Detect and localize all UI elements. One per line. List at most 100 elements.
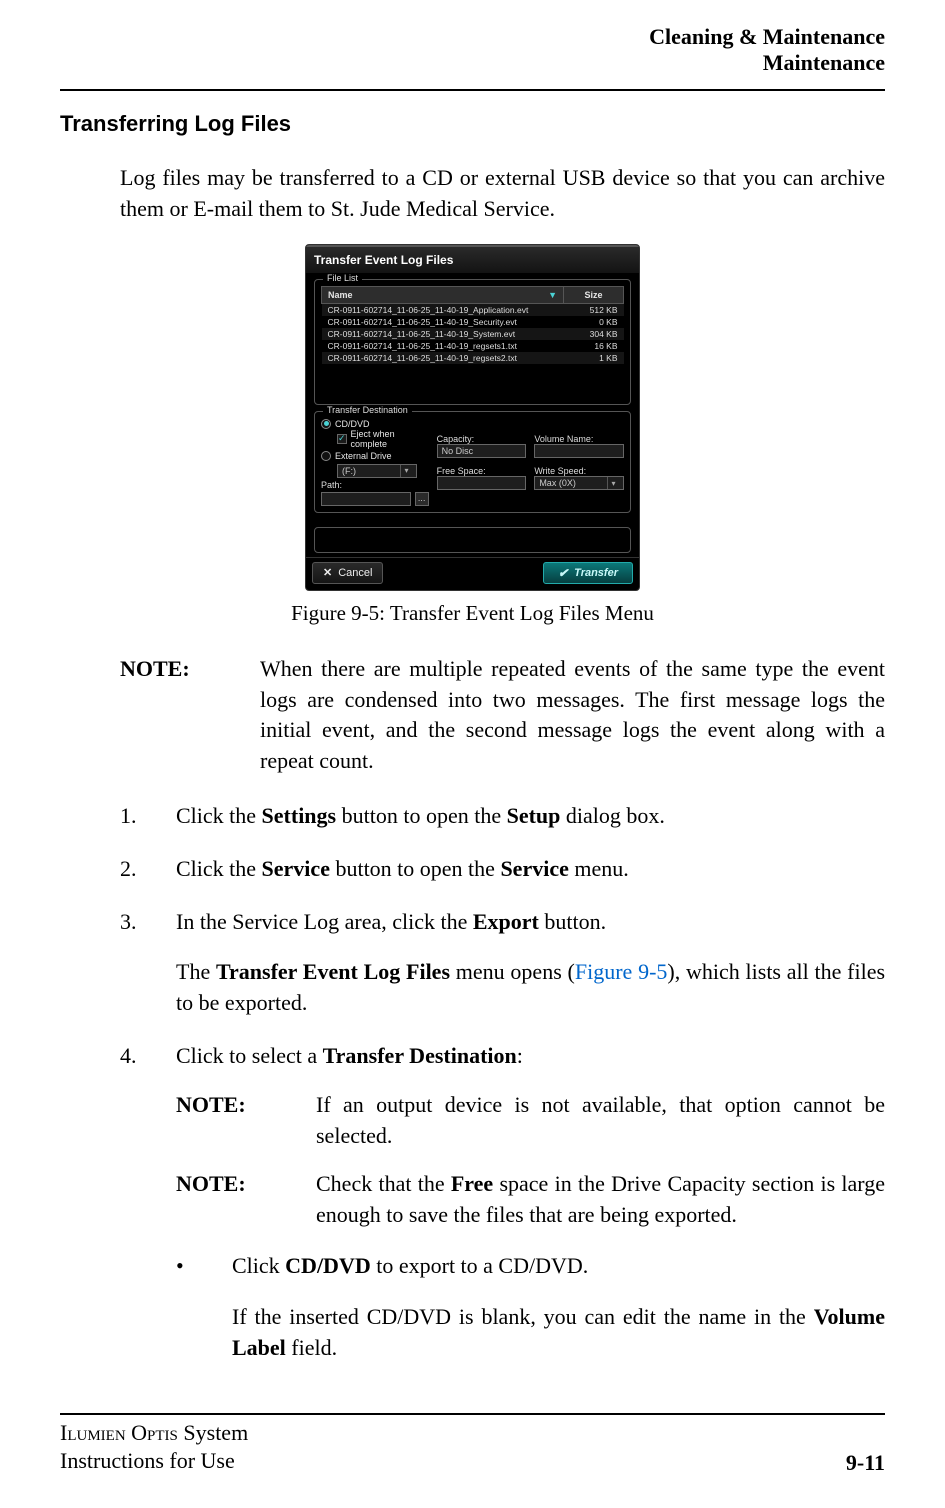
volume-name-input[interactable] (534, 444, 624, 458)
intro-paragraph: Log files may be transferred to a CD or … (60, 163, 885, 225)
write-speed-select[interactable]: Max (0X) ▾ (534, 476, 624, 490)
table-row[interactable]: CR-0911-602714_11-06-25_11-40-19_System.… (322, 328, 624, 340)
radio-cd-dvd[interactable]: CD/DVD (321, 419, 370, 429)
step-content: Click the Service button to open the Ser… (176, 854, 885, 885)
bold-text: Transfer Event Log Files (216, 959, 450, 984)
file-name: CR-0911-602714_11-06-25_11-40-19_Securit… (322, 316, 564, 328)
col-size[interactable]: Size (564, 287, 624, 304)
note-label: NOTE: (120, 654, 260, 777)
file-size: 0 KB (564, 316, 624, 328)
destination-legend: Transfer Destination (323, 405, 412, 415)
drive-select[interactable]: (F:) ▾ (337, 464, 417, 478)
radio-cd-dvd-label: CD/DVD (335, 419, 370, 429)
file-name: CR-0911-602714_11-06-25_11-40-19_Applica… (322, 304, 564, 317)
bold-text: Service (262, 856, 330, 881)
figure-caption: Figure 9-5: Transfer Event Log Files Men… (60, 601, 885, 626)
bold-text: Transfer Destination (323, 1043, 517, 1068)
text: button to open the (330, 856, 500, 881)
cancel-button[interactable]: ✕Cancel (312, 562, 383, 584)
page-footer: Ilumien Optis System Instructions for Us… (60, 1405, 885, 1476)
steps-list: 1. Click the Settings button to open the… (60, 801, 885, 1363)
text: In the Service Log area, click the (176, 909, 473, 934)
radio-dot-icon (321, 451, 331, 461)
col-name[interactable]: Name▼ (322, 287, 564, 304)
text: If the inserted CD/DVD is blank, you can… (232, 1304, 814, 1329)
text: field. (286, 1335, 337, 1360)
check-icon: ✓ (337, 434, 347, 444)
text: Click the (176, 803, 262, 828)
step-4: 4. Click to select a Transfer Destinatio… (120, 1041, 885, 1363)
table-row[interactable]: CR-0911-602714_11-06-25_11-40-19_Securit… (322, 316, 624, 328)
sub-note: NOTE: Check that the Free space in the D… (176, 1169, 885, 1231)
text: The (176, 959, 216, 984)
table-row[interactable]: CR-0911-602714_11-06-25_11-40-19_Applica… (322, 304, 624, 317)
note-text: When there are multiple repeated events … (260, 654, 885, 777)
bold-text: Settings (262, 803, 337, 828)
file-size: 1 KB (564, 352, 624, 364)
bullet-item: • Click CD/DVD to export to a CD/DVD. If… (176, 1251, 885, 1363)
transfer-button[interactable]: ✔ Transfer (543, 562, 633, 584)
step-number: 3. (120, 907, 176, 1019)
file-list-legend: File List (323, 273, 362, 283)
file-size: 304 KB (564, 328, 624, 340)
footer-doc-title: Instructions for Use (60, 1447, 248, 1476)
file-name: CR-0911-602714_11-06-25_11-40-19_System.… (322, 328, 564, 340)
text: Click to select a (176, 1043, 323, 1068)
bold-text: CD/DVD (285, 1253, 371, 1278)
radio-dot-icon (321, 419, 331, 429)
running-header: Cleaning & Maintenance Maintenance (60, 24, 885, 77)
write-speed-value: Max (0X) (539, 478, 576, 488)
header-line-2: Maintenance (60, 50, 885, 76)
capacity-label: Capacity: (437, 434, 527, 444)
chevron-down-icon: ▾ (607, 477, 619, 489)
path-browse-button[interactable]: … (415, 492, 429, 506)
header-rule (60, 89, 885, 91)
free-space-label: Free Space: (437, 466, 527, 476)
text: Click the (176, 856, 262, 881)
text: to export to a CD/DVD. (371, 1253, 589, 1278)
cancel-label: Cancel (338, 567, 372, 579)
page: Cleaning & Maintenance Maintenance Trans… (0, 0, 945, 1508)
dialog-title: Transfer Event Log Files (306, 245, 639, 273)
sub-note: NOTE: If an output device is not availab… (176, 1090, 885, 1152)
bold-text: Free (451, 1171, 493, 1196)
volume-name-label: Volume Name: (534, 434, 624, 444)
capacity-text: No Disc (442, 446, 474, 456)
eject-checkbox[interactable]: ✓Eject when complete (337, 429, 429, 449)
drive-value: (F:) (342, 466, 356, 476)
text: Click (232, 1253, 285, 1278)
figure: Transfer Event Log Files File List Name▼… (60, 244, 885, 591)
note-label: NOTE: (176, 1169, 316, 1231)
footer-product-1: Ilumien (60, 1420, 126, 1445)
step-1: 1. Click the Settings button to open the… (120, 801, 885, 832)
check-icon: ✔ (558, 566, 568, 580)
chevron-down-icon: ▾ (400, 465, 412, 477)
table-row[interactable]: CR-0911-602714_11-06-25_11-40-19_regsets… (322, 352, 624, 364)
text: Check that the (316, 1171, 451, 1196)
transfer-label: Transfer (574, 567, 618, 579)
bold-text: Service (500, 856, 568, 881)
text: button to open the (336, 803, 506, 828)
text: dialog box. (560, 803, 665, 828)
free-space-value (437, 476, 527, 490)
note-block: NOTE: When there are multiple repeated e… (60, 654, 885, 777)
text: menu. (569, 856, 629, 881)
bullet-content: Click CD/DVD to export to a CD/DVD. If t… (232, 1251, 885, 1363)
bullet-mark: • (176, 1251, 232, 1363)
col-name-label: Name (328, 290, 353, 300)
file-list-fieldset: File List Name▼ Size CR-0911-602714_11-0… (314, 279, 631, 405)
footer-left: Ilumien Optis System Instructions for Us… (60, 1419, 248, 1476)
step-2: 2. Click the Service button to open the … (120, 854, 885, 885)
section-title: Transferring Log Files (60, 111, 885, 137)
path-input[interactable] (321, 492, 411, 506)
step-content: In the Service Log area, click the Expor… (176, 907, 885, 1019)
figure-link[interactable]: Figure 9-5 (575, 959, 668, 984)
dialog-footer: ✕Cancel ✔ Transfer (306, 557, 639, 590)
footer-product-tail: System (178, 1420, 248, 1445)
progress-box (314, 527, 631, 553)
table-row[interactable]: CR-0911-602714_11-06-25_11-40-19_regsets… (322, 340, 624, 352)
radio-external[interactable]: External Drive (321, 451, 392, 461)
footer-rule (60, 1413, 885, 1415)
path-label: Path: (321, 480, 429, 490)
footer-product-2: Optis (131, 1420, 178, 1445)
